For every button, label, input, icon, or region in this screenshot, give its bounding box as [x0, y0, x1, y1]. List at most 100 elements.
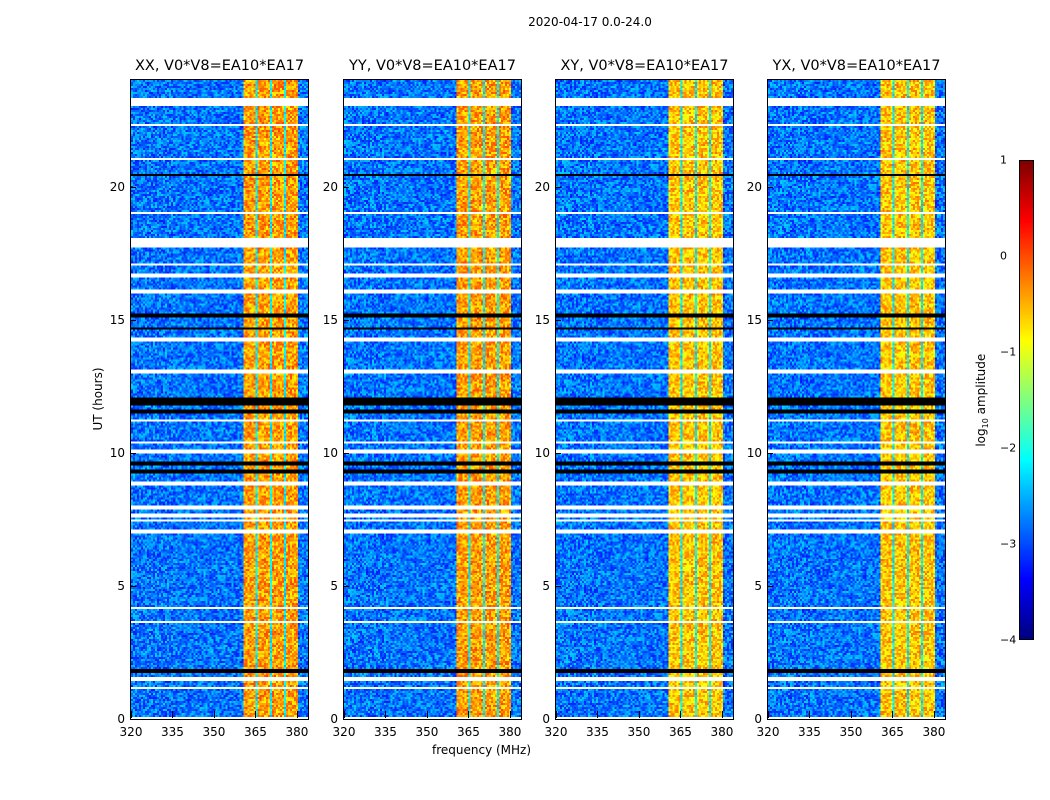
y-tick-mark [768, 319, 773, 321]
x-tick-label: 350 [415, 725, 439, 739]
y-tick-label: 0 [542, 712, 550, 726]
x-tick-label: 335 [374, 725, 397, 739]
y-tick-mark [556, 719, 561, 720]
x-tick-mark [638, 711, 640, 718]
x-tick-mark [468, 711, 470, 718]
y-tick-mark [131, 585, 136, 587]
y-tick-label: 10 [109, 445, 125, 460]
y-tick-mark [556, 319, 561, 321]
y-tick-label: 20 [746, 179, 762, 194]
heatmap-image [344, 80, 521, 719]
x-tick-label: 320 [544, 725, 568, 739]
panel-1: YY, V0*V8=EA10*EA17 320 335 350 365 380 0 5 10 15… [323, 58, 522, 739]
colorbar-tick-label: 0 [1000, 249, 1007, 263]
y-tick-mark [556, 452, 561, 454]
colorbar-tick-label: −3 [1000, 537, 1017, 551]
x-tick-mark [850, 711, 852, 718]
x-tick-mark [296, 711, 298, 718]
x-tick-mark [892, 711, 894, 718]
y-tick-mark [131, 319, 136, 321]
x-tick-label: 380 [922, 725, 946, 739]
colorbar-label: log10 amplitude [973, 353, 991, 447]
x-tick-mark [213, 711, 215, 718]
x-tick-label: 350 [839, 725, 863, 739]
panel-title: XX, V0*V8=EA10*EA17 [134, 58, 305, 74]
y-tick-label: 10 [322, 445, 338, 460]
x-tick-mark [385, 711, 387, 718]
y-tick-label: 5 [117, 578, 125, 593]
y-tick-label: 15 [109, 312, 125, 327]
x-tick-label: 365 [669, 725, 692, 739]
y-tick-label: 5 [754, 578, 762, 593]
x-tick-mark [556, 711, 557, 718]
y-tick-mark [344, 719, 349, 720]
colorbar-tick-label: −1 [1000, 345, 1017, 359]
y-tick-label: 0 [754, 712, 762, 726]
y-tick-label: 20 [534, 179, 550, 194]
x-tick-label: 380 [710, 725, 734, 739]
x-tick-mark [933, 711, 935, 718]
x-tick-mark [131, 711, 132, 718]
y-tick-label: 10 [534, 445, 550, 460]
y-tick-mark [131, 719, 136, 720]
colorbar-tick-label: 1 [1000, 153, 1007, 167]
y-tick-label: 0 [117, 712, 125, 726]
x-tick-label: 380 [285, 725, 309, 739]
y-tick-mark [556, 585, 561, 587]
x-tick-label: 365 [457, 725, 480, 739]
x-tick-label: 380 [498, 725, 522, 739]
x-axis-label: frequency (MHz) [432, 743, 532, 757]
heatmap-image [768, 80, 945, 719]
y-tick-mark [768, 719, 773, 720]
y-tick-mark [344, 186, 349, 188]
y-tick-mark [344, 319, 349, 321]
heatmap-image [556, 80, 733, 719]
y-tick-mark [768, 452, 773, 454]
y-tick-mark [131, 452, 136, 454]
x-tick-mark [597, 711, 599, 718]
y-tick-mark [768, 186, 773, 188]
x-tick-mark [809, 711, 811, 718]
x-tick-mark [768, 711, 769, 718]
x-tick-mark [172, 711, 174, 718]
y-tick-label: 15 [322, 312, 338, 327]
panel-title: XY, V0*V8=EA10*EA17 [560, 58, 729, 74]
panel-3: YX, V0*V8=EA10*EA17 320 335 350 365 380 0 5 10 15… [747, 58, 946, 739]
panel-0: XX, V0*V8=EA10*EA17 320 335 350 365 380 0 5 10 15… [110, 58, 309, 739]
colorbar-tick-label: −4 [1000, 633, 1017, 647]
panel-2: XY, V0*V8=EA10*EA17 320 335 350 365 380 0 5 10 15… [535, 58, 734, 739]
x-tick-mark [344, 711, 345, 718]
colorbar [1019, 160, 1034, 640]
y-tick-label: 20 [109, 179, 125, 194]
y-tick-mark [556, 186, 561, 188]
y-tick-label: 0 [330, 712, 338, 726]
x-tick-mark [509, 711, 511, 718]
panel-title: YY, V0*V8=EA10*EA17 [349, 58, 516, 74]
y-tick-mark [131, 186, 136, 188]
panel-title: YX, V0*V8=EA10*EA17 [772, 58, 941, 74]
x-tick-label: 320 [756, 725, 780, 739]
heatmap-image [131, 80, 308, 719]
y-tick-label: 20 [322, 179, 338, 194]
x-tick-label: 365 [244, 725, 267, 739]
figure-title: 2020-04-17 0.0-24.0 [528, 15, 652, 29]
y-tick-mark [344, 452, 349, 454]
x-tick-mark [721, 711, 723, 718]
colorbar-tick-label: −2 [1000, 441, 1017, 455]
x-tick-label: 365 [881, 725, 904, 739]
x-tick-mark [426, 711, 428, 718]
x-tick-label: 320 [119, 725, 143, 739]
x-tick-label: 350 [202, 725, 226, 739]
x-tick-label: 320 [332, 725, 356, 739]
y-tick-label: 15 [746, 312, 762, 327]
y-tick-label: 5 [330, 578, 338, 593]
y-tick-label: 10 [746, 445, 762, 460]
x-tick-label: 335 [798, 725, 821, 739]
y-tick-label: 15 [534, 312, 550, 327]
x-tick-label: 335 [586, 725, 609, 739]
y-tick-label: 5 [542, 578, 550, 593]
y-tick-mark [344, 585, 349, 587]
x-tick-label: 350 [627, 725, 651, 739]
y-tick-mark [768, 585, 773, 587]
